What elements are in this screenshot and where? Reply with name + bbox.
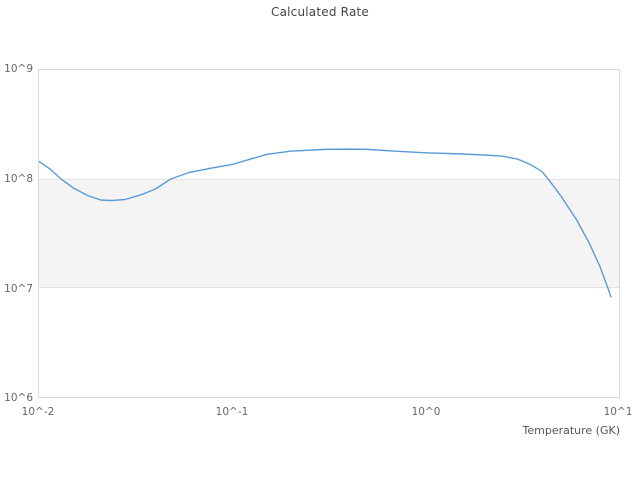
- x-tick-1e-1: 10^-1: [215, 406, 249, 418]
- decade-shaded-band: [39, 179, 619, 288]
- rate-curve-canvas: [39, 148, 612, 298]
- chart-title: Calculated Rate: [271, 5, 369, 19]
- rate-curve: [39, 148, 612, 298]
- y-tick-1e6: 10^6: [4, 392, 33, 404]
- x-tick-1e-2: 10^-2: [21, 406, 55, 418]
- plot-area: [38, 69, 620, 398]
- y-tick-1e7: 10^7: [4, 283, 33, 295]
- x-tick-1e1: 10^1: [603, 406, 633, 418]
- y-tick-1e8: 10^8: [4, 173, 33, 185]
- y-tick-1e9: 10^9: [4, 63, 33, 75]
- x-tick-1e0: 10^0: [411, 406, 441, 418]
- x-axis-title: Temperature (GK): [522, 424, 621, 437]
